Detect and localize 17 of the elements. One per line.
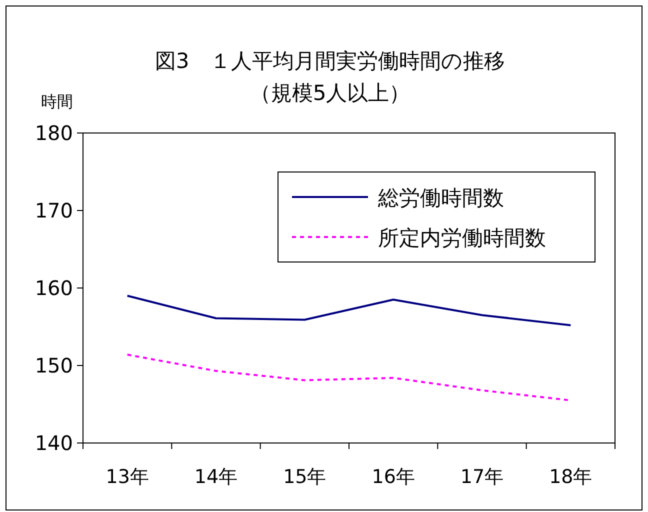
y-tick-label: 180 — [34, 121, 73, 145]
x-tick-label: 16年 — [372, 466, 415, 488]
x-tick-label: 14年 — [194, 466, 238, 488]
x-tick-label: 17年 — [460, 466, 504, 488]
y-tick-label: 140 — [34, 431, 73, 455]
y-axis-title: 時間 — [41, 92, 73, 111]
chart-subtitle: （規模5人以上） — [250, 81, 410, 105]
x-tick-label: 15年 — [283, 466, 326, 488]
x-tick-label: 13年 — [106, 466, 149, 488]
y-tick-label: 150 — [34, 354, 73, 378]
legend-label: 総労働時間数 — [377, 186, 504, 210]
y-tick-label: 170 — [34, 198, 73, 222]
chart-title: 図3 １人平均月間実労働時間の推移 — [154, 49, 506, 73]
x-tick-label: 18年 — [549, 466, 592, 488]
line-series — [126, 294, 572, 326]
y-tick-label: 160 — [34, 276, 73, 300]
legend-label: 所定内労働時間数 — [378, 226, 546, 250]
